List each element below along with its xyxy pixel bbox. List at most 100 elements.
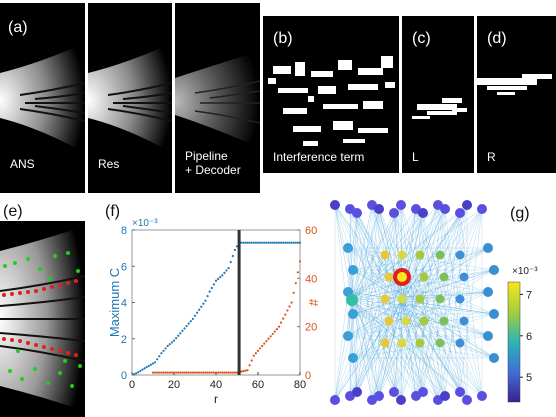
colorbar-tick-label: 5	[526, 372, 532, 384]
graph-node	[440, 391, 450, 401]
graph-edge	[371, 204, 439, 401]
graph-node	[397, 250, 407, 260]
series-left-point	[294, 241, 297, 244]
graph-edge	[334, 204, 358, 393]
graph-node	[330, 395, 340, 405]
series-left-point	[177, 334, 180, 337]
graph-edge	[401, 204, 439, 301]
graph-edge	[349, 208, 483, 397]
graph-edge	[347, 247, 489, 337]
graph-edge	[401, 208, 417, 301]
series-left-point	[233, 248, 236, 252]
series-left-point	[185, 324, 188, 328]
graph-edge	[352, 291, 489, 359]
graph-node	[411, 391, 421, 401]
series-left-point	[288, 241, 291, 244]
graph-edge	[393, 212, 483, 397]
series-right-point	[294, 282, 297, 285]
series-left-point	[162, 349, 165, 352]
graph-node	[384, 316, 394, 326]
graph-edge	[347, 247, 495, 315]
graph-edge	[415, 208, 483, 397]
series-right-point	[214, 371, 218, 374]
graph-edge	[393, 208, 483, 393]
graph-edge	[401, 299, 495, 359]
graph-node	[489, 353, 499, 363]
graph-node	[345, 391, 355, 401]
graph-edge	[334, 204, 402, 401]
series-left-point	[137, 371, 140, 374]
graph-edge	[401, 299, 468, 401]
graph-node	[367, 395, 377, 405]
graph-edge	[393, 299, 403, 393]
series-right-point	[282, 317, 285, 320]
series-left-point	[238, 241, 241, 244]
image-pipeline-decoder: Pipeline + Decoder	[175, 3, 260, 193]
series-left-point	[282, 241, 285, 244]
series-left-point	[200, 305, 203, 308]
graph-edge	[401, 299, 489, 337]
graph-edge	[400, 212, 424, 401]
graph-node	[374, 204, 384, 214]
graph-edge	[347, 247, 489, 293]
y-right-tick-label: 20	[305, 322, 317, 334]
series-left-point	[196, 311, 199, 314]
series-right-point	[160, 371, 163, 374]
graph-edge	[351, 299, 417, 397]
graph-edge	[422, 212, 446, 397]
series-right-point	[200, 371, 203, 374]
graph-edge	[415, 208, 461, 393]
interference-speckle-graphic	[268, 56, 395, 146]
graph-edge	[371, 204, 461, 393]
series-left-point	[269, 241, 272, 244]
graph-edge	[401, 299, 483, 397]
graph-edge	[351, 299, 468, 401]
series-right-point	[263, 342, 266, 345]
series-left-point	[210, 286, 213, 290]
graph-edge	[347, 313, 495, 337]
graph-node	[477, 391, 487, 401]
graph-edge	[437, 204, 483, 397]
series-left-point	[250, 241, 253, 244]
graph-edge	[349, 204, 439, 397]
image-interference-term: (b) Interference term	[263, 16, 399, 173]
series-right-point	[238, 371, 241, 374]
graph-node	[411, 204, 421, 214]
series-right-point	[164, 371, 167, 374]
series-right-point	[204, 371, 207, 374]
graph-edge	[393, 212, 417, 397]
graph-edge	[401, 291, 489, 301]
series-right-point	[187, 371, 190, 374]
series-left-point	[219, 276, 222, 279]
res-caption: Res	[98, 157, 120, 171]
x-tick-label: 60	[252, 379, 264, 391]
series-left-point	[298, 241, 302, 244]
series-left-point	[277, 241, 281, 244]
graph-edge	[334, 299, 403, 401]
graph-edge	[347, 291, 403, 301]
graph-edges	[334, 204, 495, 401]
series-left-point	[225, 269, 228, 272]
series-right-point	[246, 369, 249, 372]
graph-edge	[378, 208, 468, 401]
l-field-graphic	[412, 98, 467, 119]
series-left-point	[244, 241, 247, 244]
graph-edge	[422, 204, 468, 393]
graph-edge	[349, 212, 395, 397]
graph-node	[352, 387, 362, 397]
series-left-point	[149, 363, 152, 366]
graph-edge	[351, 299, 495, 315]
image-l: (c) L	[402, 16, 474, 173]
graph-node	[348, 353, 358, 363]
graph-edge	[352, 269, 489, 337]
graph-edge	[378, 204, 468, 397]
graph-node	[477, 204, 487, 214]
graph-node	[435, 338, 445, 348]
graph-edge	[351, 212, 358, 301]
series-left-point	[235, 245, 239, 248]
series-left-point	[259, 241, 262, 244]
graph-edge	[351, 269, 495, 301]
series-right-point	[208, 371, 211, 374]
graph-edge	[352, 269, 495, 359]
graph-edge	[352, 247, 489, 315]
